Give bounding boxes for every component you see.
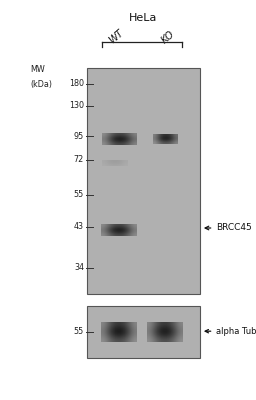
Text: (kDa): (kDa) [31,80,53,88]
Text: MW: MW [31,66,46,74]
Text: 180: 180 [69,80,84,88]
Text: 43: 43 [74,222,84,231]
Text: BRCC45: BRCC45 [205,224,252,232]
Text: KO: KO [159,30,176,46]
Text: 95: 95 [74,132,84,140]
Text: HeLa: HeLa [129,13,157,23]
Text: 55: 55 [74,190,84,199]
Bar [87,306,200,358]
Bar [87,68,200,294]
Text: 34: 34 [74,264,84,272]
Text: 130: 130 [69,102,84,110]
Text: 55: 55 [74,328,84,336]
Text: alpha Tubulin: alpha Tubulin [205,327,256,336]
Text: WT: WT [107,28,126,46]
Text: 72: 72 [74,156,84,164]
